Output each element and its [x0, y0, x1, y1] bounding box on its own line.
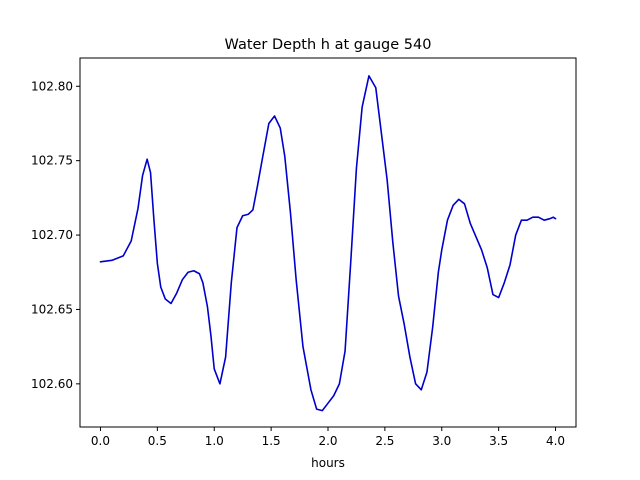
x-tick-label: 1.5: [262, 434, 281, 448]
y-tick-label: 102.70: [31, 228, 73, 242]
x-axis-label: hours: [311, 456, 345, 470]
x-tick-label: 0.0: [91, 434, 110, 448]
x-tick-label: 1.0: [205, 434, 224, 448]
x-tick-label: 0.5: [148, 434, 167, 448]
x-tick-label: 3.5: [489, 434, 508, 448]
y-tick-label: 102.80: [31, 79, 73, 93]
y-tick-label: 102.65: [31, 302, 73, 316]
x-tick-label: 4.0: [546, 434, 565, 448]
x-tick-label: 2.0: [318, 434, 337, 448]
x-tick-label: 2.5: [375, 434, 394, 448]
y-tick-label: 102.60: [31, 377, 73, 391]
series-line-0: [99, 75, 557, 412]
x-tick-label: 3.0: [432, 434, 451, 448]
chart-title: Water Depth h at gauge 540: [225, 37, 432, 53]
y-tick-label: 102.75: [31, 154, 73, 168]
plot-area: [99, 75, 557, 412]
